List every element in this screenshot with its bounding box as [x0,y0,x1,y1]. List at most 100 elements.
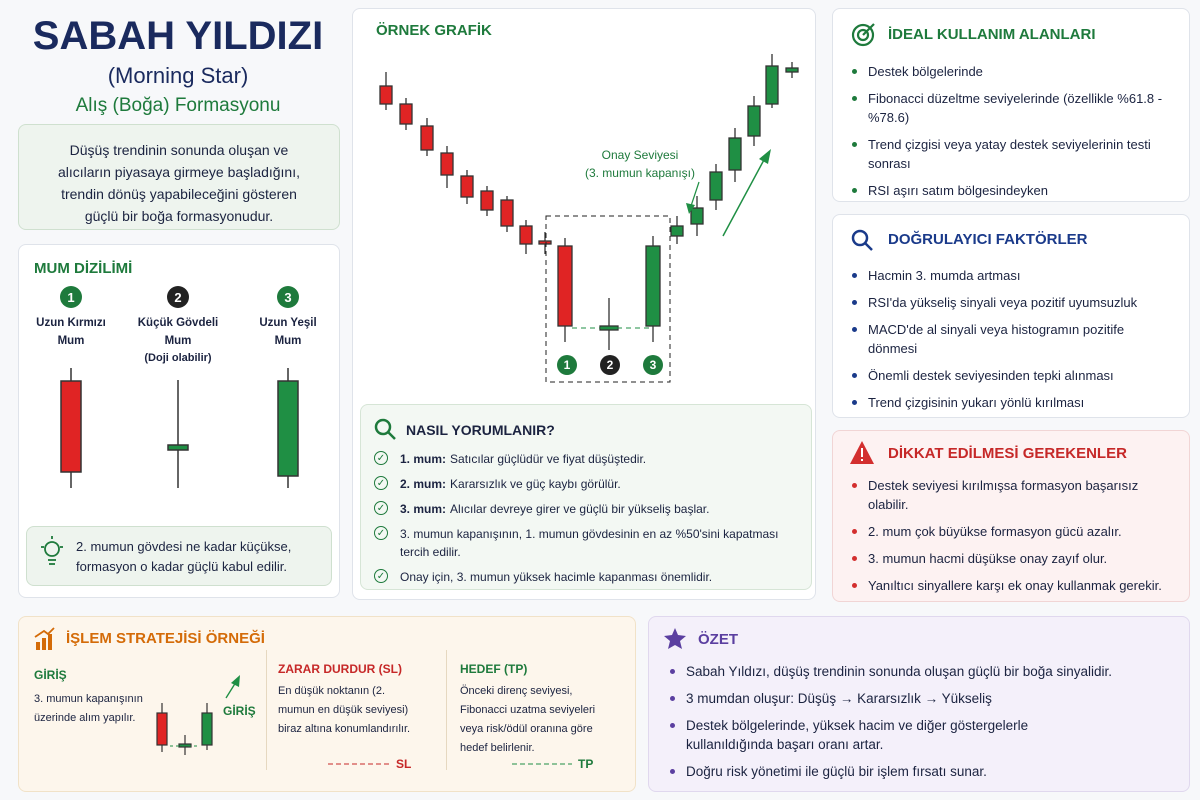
item-text: Fibonacci düzeltme seviyelerinde (özelli… [868,91,1163,125]
check-icon: ✓ [374,501,388,515]
tagline: Alış (Boğa) Formasyonu [75,95,281,116]
item-text: Destek bölgelerinde [868,64,983,79]
bullet [670,769,675,774]
item-text: Onay için, 3. mumun yüksek hacimle kapan… [400,570,713,584]
tip: 2. mumun gövdesi ne kadar küçükse, forma… [76,539,292,574]
list-item: Destek seviyesi kırılmışsa formasyon baş… [846,476,1166,514]
list-item: RSI'da yükseliş sinyali veya pozitif uyu… [846,293,1176,312]
item-text: Önemli destek seviyesinden tepki alınmas… [868,368,1114,383]
ideal-panel [832,8,1190,202]
bullet [852,273,857,278]
item-text: Satıcılar güçlüdür ve fiyat düşüştedir. [450,452,647,466]
item-text: Alıcılar devreye girer ve güçlü bir yüks… [450,502,710,516]
target-tag: TP [578,757,594,771]
list-item: Önemli destek seviyesinden tepki alınmas… [846,366,1176,385]
item-text: 3. mumun hacmi düşükse onay zayıf olur. [868,551,1108,566]
sequence-label: Küçük Gövdeli Mum [137,317,219,347]
sequence-item: 3 Uzun Yeşil Mum [233,286,343,350]
item-text: 3. mumun kapanışının, 1. mumun gövdesini… [400,527,779,559]
check-icon: ✓ [374,451,388,465]
sequence-label: Uzun Kırmızı Mum [36,317,106,347]
sequence-item: 2 Küçük Gövdeli Mum (Doji olabilir) [123,286,233,366]
bullet [852,583,857,588]
sequence-note: (Doji olabilir) [144,352,212,364]
bullet [852,69,857,74]
interpret-item: ✓ 2. mum: Kararsızlık ve güç kaybı görülür… [374,475,810,493]
target-text: Önceki direnç seviyesi, Fibonacci uzatma… [460,685,596,754]
item-text: Kararsızlık ve güç kaybı görülür. [450,477,621,491]
bullet [852,400,857,405]
bullet [670,696,675,701]
item-text: Destek seviyesi kırılmışsa formasyon baş… [868,478,1139,512]
section-title: İŞLEM STRATEJİSİ ÖRNEĞİ [66,630,265,647]
item-text: Hacmin 3. mumda artması [868,268,1021,283]
divider [446,650,447,770]
item-text: Destek bölgelerinde, yüksek hacim ve diğ… [686,718,1029,752]
item-text: 3 mumdan oluşur: Düşüş → Kararsızlık → Y… [686,691,992,706]
item-text: Sabah Yıldızı, düşüş trendinin sonunda o… [686,664,1113,679]
item-label: 3. mum: [400,502,447,516]
interpret-item: ✓ 3. mum: Alıcılar devreye girer ve güçlü … [374,500,810,518]
section-title: ÖZET [698,631,738,648]
section-title: DİKKAT EDİLMESİ GEREKENLER [888,445,1127,462]
item-text: Doğru risk yönetimi ile güçlü bir işlem … [686,764,987,779]
item-text: MACD'de al sinyali veya histogramın pozi… [868,322,1125,356]
list-item: 3 mumdan oluşur: Düşüş → Kararsızlık → Y… [664,689,1114,708]
interpret-item: ✓ 3. mumun kapanışının, 1. mumun gövdesin… [374,525,810,561]
item-text: Yanıltıcı sinyallere karşı ek onay kulla… [868,578,1162,593]
bullet [852,300,857,305]
sequence-label: Uzun Yeşil Mum [259,317,317,347]
summary-panel [648,616,1190,792]
stop-text: En düşük noktanın (2. mumun en düşük sev… [278,685,411,735]
bullet [670,669,675,674]
bullet [852,327,857,332]
list-item: 2. mum çok büyükse formasyon gücü azalır… [846,522,1166,541]
caution-panel [832,430,1190,602]
intro-text: Düşüş trendinin sonunda oluşan ve alıcıl… [57,142,300,224]
list-item: Hacmin 3. mumda artması [846,266,1176,285]
sequence-number: 1 [60,286,82,308]
list-item: Sabah Yıldızı, düşüş trendinin sonunda o… [664,662,1114,681]
tip-box [26,526,332,586]
interpret-item: ✓ 1. mum: Satıcılar güçlüdür ve fiyat düşü… [374,450,810,468]
item-text: 2. mum çok büyükse formasyon gücü azalır… [868,524,1122,539]
list-item: MACD'de al sinyali veya histogramın pozi… [846,320,1176,358]
list-item: 3. mumun hacmi düşükse onay zayıf olur. [846,549,1166,568]
chart-marker: 1 [563,358,571,372]
list-item: Trend çizgisi veya yatay destek seviyele… [846,135,1182,173]
confirm-panel [832,214,1190,418]
item-text: Trend çizgisinin yukarı yönlü kırılması [868,395,1085,410]
intro: Düşüş trendinin sonunda oluşan ve alıcıl… [18,124,340,230]
target-title: HEDEF (TP) [460,662,528,676]
bullet [852,96,857,101]
check-icon: ✓ [374,526,388,540]
section-title: ÖRNEK GRAFİK [376,22,492,39]
item-label: 1. mum: [400,452,447,466]
interpret-panel [360,404,812,590]
stop-tag: SL [396,757,412,771]
bullet [852,529,857,534]
stop-title: ZARAR DURDUR (SL) [278,662,402,676]
section-title: NASIL YORUMLANIR? [406,422,555,438]
list-item: RSI aşırı satım bölgesindeyken [846,181,1182,200]
chart-marker: 2 [606,358,614,372]
list-item: Fibonacci düzeltme seviyelerinde (özelli… [846,89,1182,127]
list-item: Trend çizgisinin yukarı yönlü kırılması [846,393,1176,412]
bullet [852,483,857,488]
divider [266,650,267,770]
annotation-title: Onay Seviyesi [601,148,679,162]
entry-text: 3. mumun kapanışının üzerinde alım yapıl… [34,693,143,724]
section-title: DOĞRULAYICI FAKTÖRLER [888,231,1088,248]
section-title: MUM DİZİLİMİ [34,260,133,277]
item-text: RSI'da yükseliş sinyali veya pozitif uyu… [868,295,1138,310]
header: SABAH YILDIZI (Morning Star) Alış (Boğa)… [0,14,356,117]
subtitle: (Morning Star) [107,63,249,88]
bullet [852,188,857,193]
title: SABAH YILDIZI [32,14,324,58]
interpret-item: ✓ Onay için, 3. mumun yüksek hacimle kapa… [374,568,810,586]
item-label: 2. mum: [400,477,447,491]
sequence-number: 3 [277,286,299,308]
bullet [852,556,857,561]
item-text: Trend çizgisi veya yatay destek seviyele… [868,137,1151,171]
